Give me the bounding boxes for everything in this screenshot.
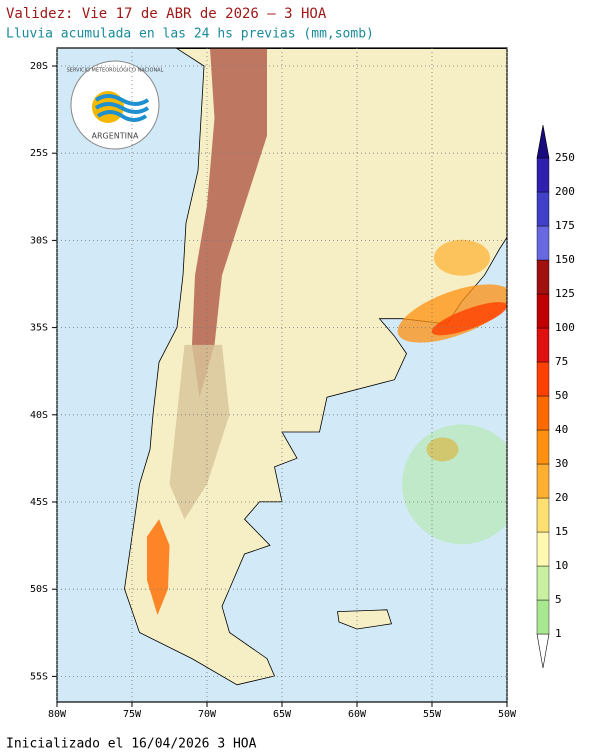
- colorbar-label: 15: [555, 525, 568, 538]
- colorbar-box: [537, 192, 549, 226]
- green-ocean: [402, 424, 522, 544]
- lon-label: 70W: [198, 709, 217, 720]
- lon-label: 55W: [423, 709, 442, 720]
- colorbar-label: 100: [555, 321, 575, 334]
- colorbar-label: 125: [555, 287, 575, 300]
- lon-label: 75W: [123, 709, 142, 720]
- colorbar-box: [537, 362, 549, 396]
- map: [57, 48, 600, 702]
- lat-label: 55S: [30, 671, 48, 682]
- colorbar-box: [537, 158, 549, 192]
- colorbar-label: 30: [555, 457, 568, 470]
- colorbar-box: [537, 566, 549, 600]
- colorbar-box: [537, 498, 549, 532]
- lon-label: 65W: [273, 709, 292, 720]
- lat-label: 20S: [30, 61, 48, 72]
- logo-agency: SERVICIO METEOROLÓGICO NACIONAL: [67, 67, 164, 74]
- lat-label: 30S: [30, 235, 48, 246]
- colorbar-label: 200: [555, 185, 575, 198]
- colorbar-label: 10: [555, 559, 568, 572]
- lat-label: 50S: [30, 584, 48, 595]
- colorbar-box: [537, 260, 549, 294]
- lat-label: 40S: [30, 410, 48, 421]
- colorbar-box: [537, 226, 549, 260]
- lon-label: 50W: [498, 709, 517, 720]
- colorbar-label: 1: [555, 627, 562, 640]
- colorbar-high: [537, 125, 549, 158]
- footer: Inicializado el 16/04/2026 3 HOA: [6, 737, 257, 751]
- colorbar-box: [537, 464, 549, 498]
- colorbar-label: 50: [555, 389, 568, 402]
- lat-label: 25S: [30, 148, 48, 159]
- colorbar-label: 20: [555, 491, 568, 504]
- colorbar-label: 150: [555, 253, 575, 266]
- colorbar-box: [537, 396, 549, 430]
- colorbar-label: 40: [555, 423, 568, 436]
- colorbar-box: [537, 532, 549, 566]
- colorbar-box: [537, 600, 549, 634]
- subtitle: Lluvia acumulada en las 24 hs previas (m…: [6, 27, 374, 42]
- lon-label: 60W: [348, 709, 367, 720]
- rain-brazil: [434, 240, 490, 276]
- lat-label: 45S: [30, 497, 48, 508]
- lon-label: 80W: [48, 709, 67, 720]
- colorbar-box: [537, 294, 549, 328]
- lat-label: 35S: [30, 323, 48, 334]
- colorbar-label: 175: [555, 219, 575, 232]
- colorbar-box: [537, 430, 549, 464]
- colorbar-label: 250: [555, 151, 575, 164]
- colorbar-label: 75: [555, 355, 568, 368]
- colorbar-box: [537, 328, 549, 362]
- colorbar-low: [537, 634, 549, 668]
- colorbar-label: 5: [555, 593, 562, 606]
- title: Validez: Vie 17 de ABR de 2026 — 3 HOA: [6, 6, 327, 22]
